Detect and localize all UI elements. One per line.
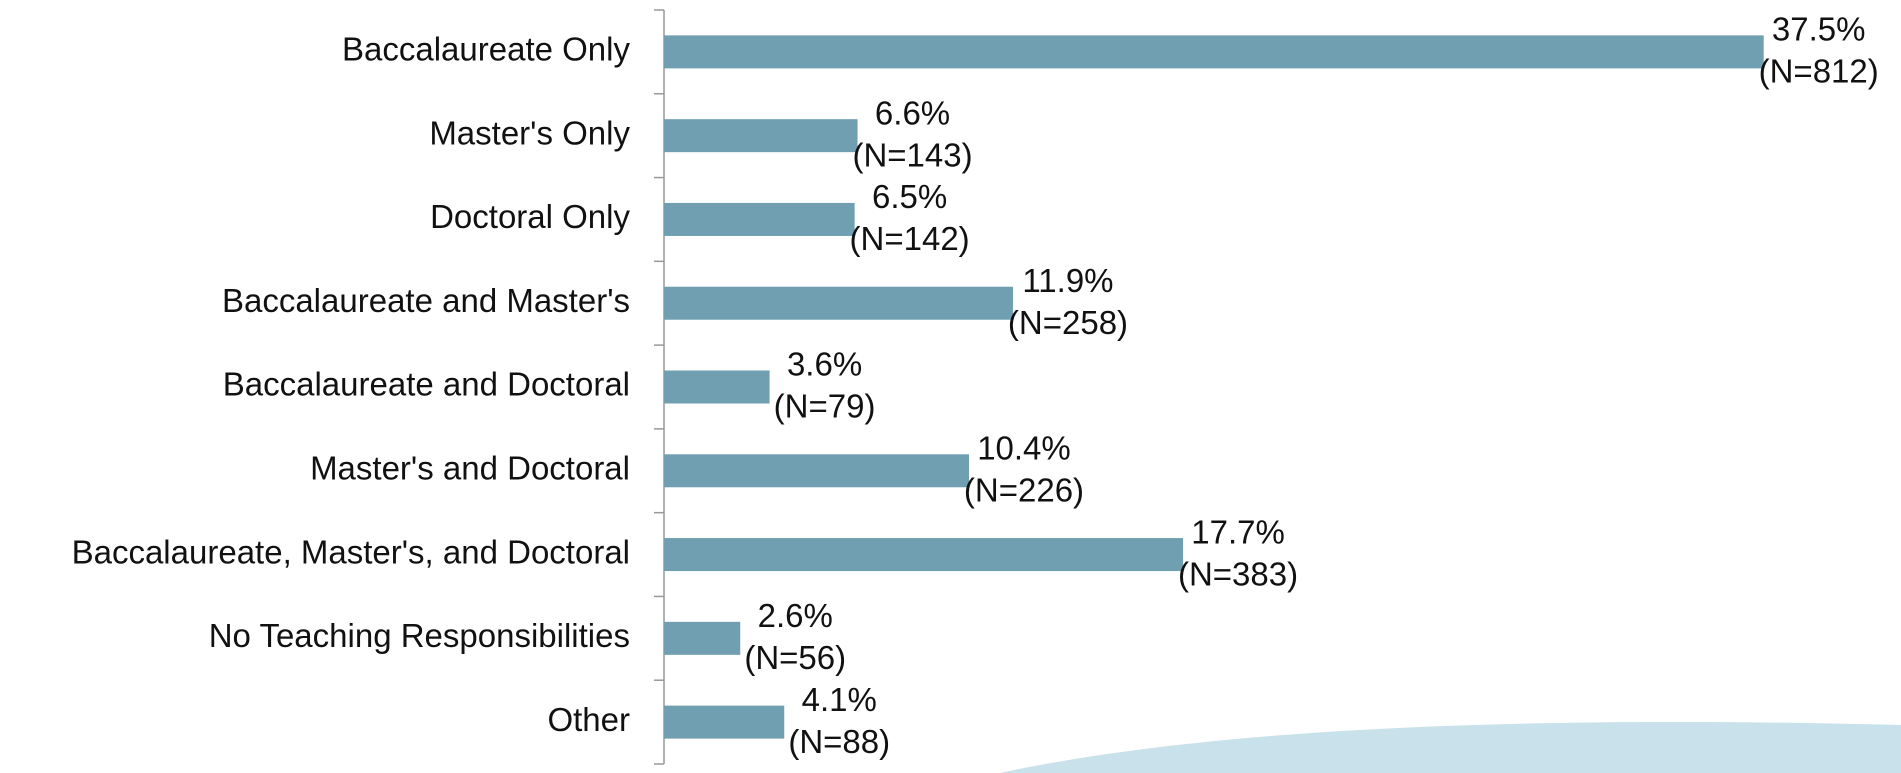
category-label: Baccalaureate and Doctoral [223,366,630,403]
value-label: 11.9% [1022,262,1113,299]
value-label: 2.6% [758,597,833,634]
count-label: (N=56) [744,639,846,676]
count-label: (N=143) [852,136,972,173]
bar [664,119,858,153]
category-label: Baccalaureate, Master's, and Doctoral [72,533,630,570]
category-label: Master's Only [429,114,630,151]
count-label: (N=226) [964,471,1084,508]
bar [664,621,741,655]
value-label: 4.1% [802,681,877,718]
category-label: Doctoral Only [430,198,630,235]
category-label: Master's and Doctoral [310,449,630,486]
bar [664,538,1184,572]
category-label: Other [547,701,630,738]
category-label: No Teaching Responsibilities [209,617,630,654]
value-label: 6.6% [875,94,950,131]
bar [664,370,770,404]
count-label: (N=142) [850,220,970,257]
bar [664,202,855,236]
bar [664,705,785,739]
value-label: 3.6% [787,346,862,383]
bar [664,35,1764,69]
value-label: 17.7% [1191,513,1285,550]
count-label: (N=88) [788,723,890,760]
value-label: 10.4% [977,429,1071,466]
count-label: (N=79) [774,388,876,425]
count-label: (N=812) [1759,53,1879,90]
value-label: 6.5% [872,178,947,215]
count-label: (N=383) [1178,555,1298,592]
category-label: Baccalaureate and Master's [222,282,630,319]
bar [664,454,969,488]
value-label: 37.5% [1772,11,1866,48]
count-label: (N=258) [1008,304,1128,341]
decorative-wave [1000,722,1901,773]
category-label: Baccalaureate Only [342,31,630,68]
bar [664,286,1013,320]
